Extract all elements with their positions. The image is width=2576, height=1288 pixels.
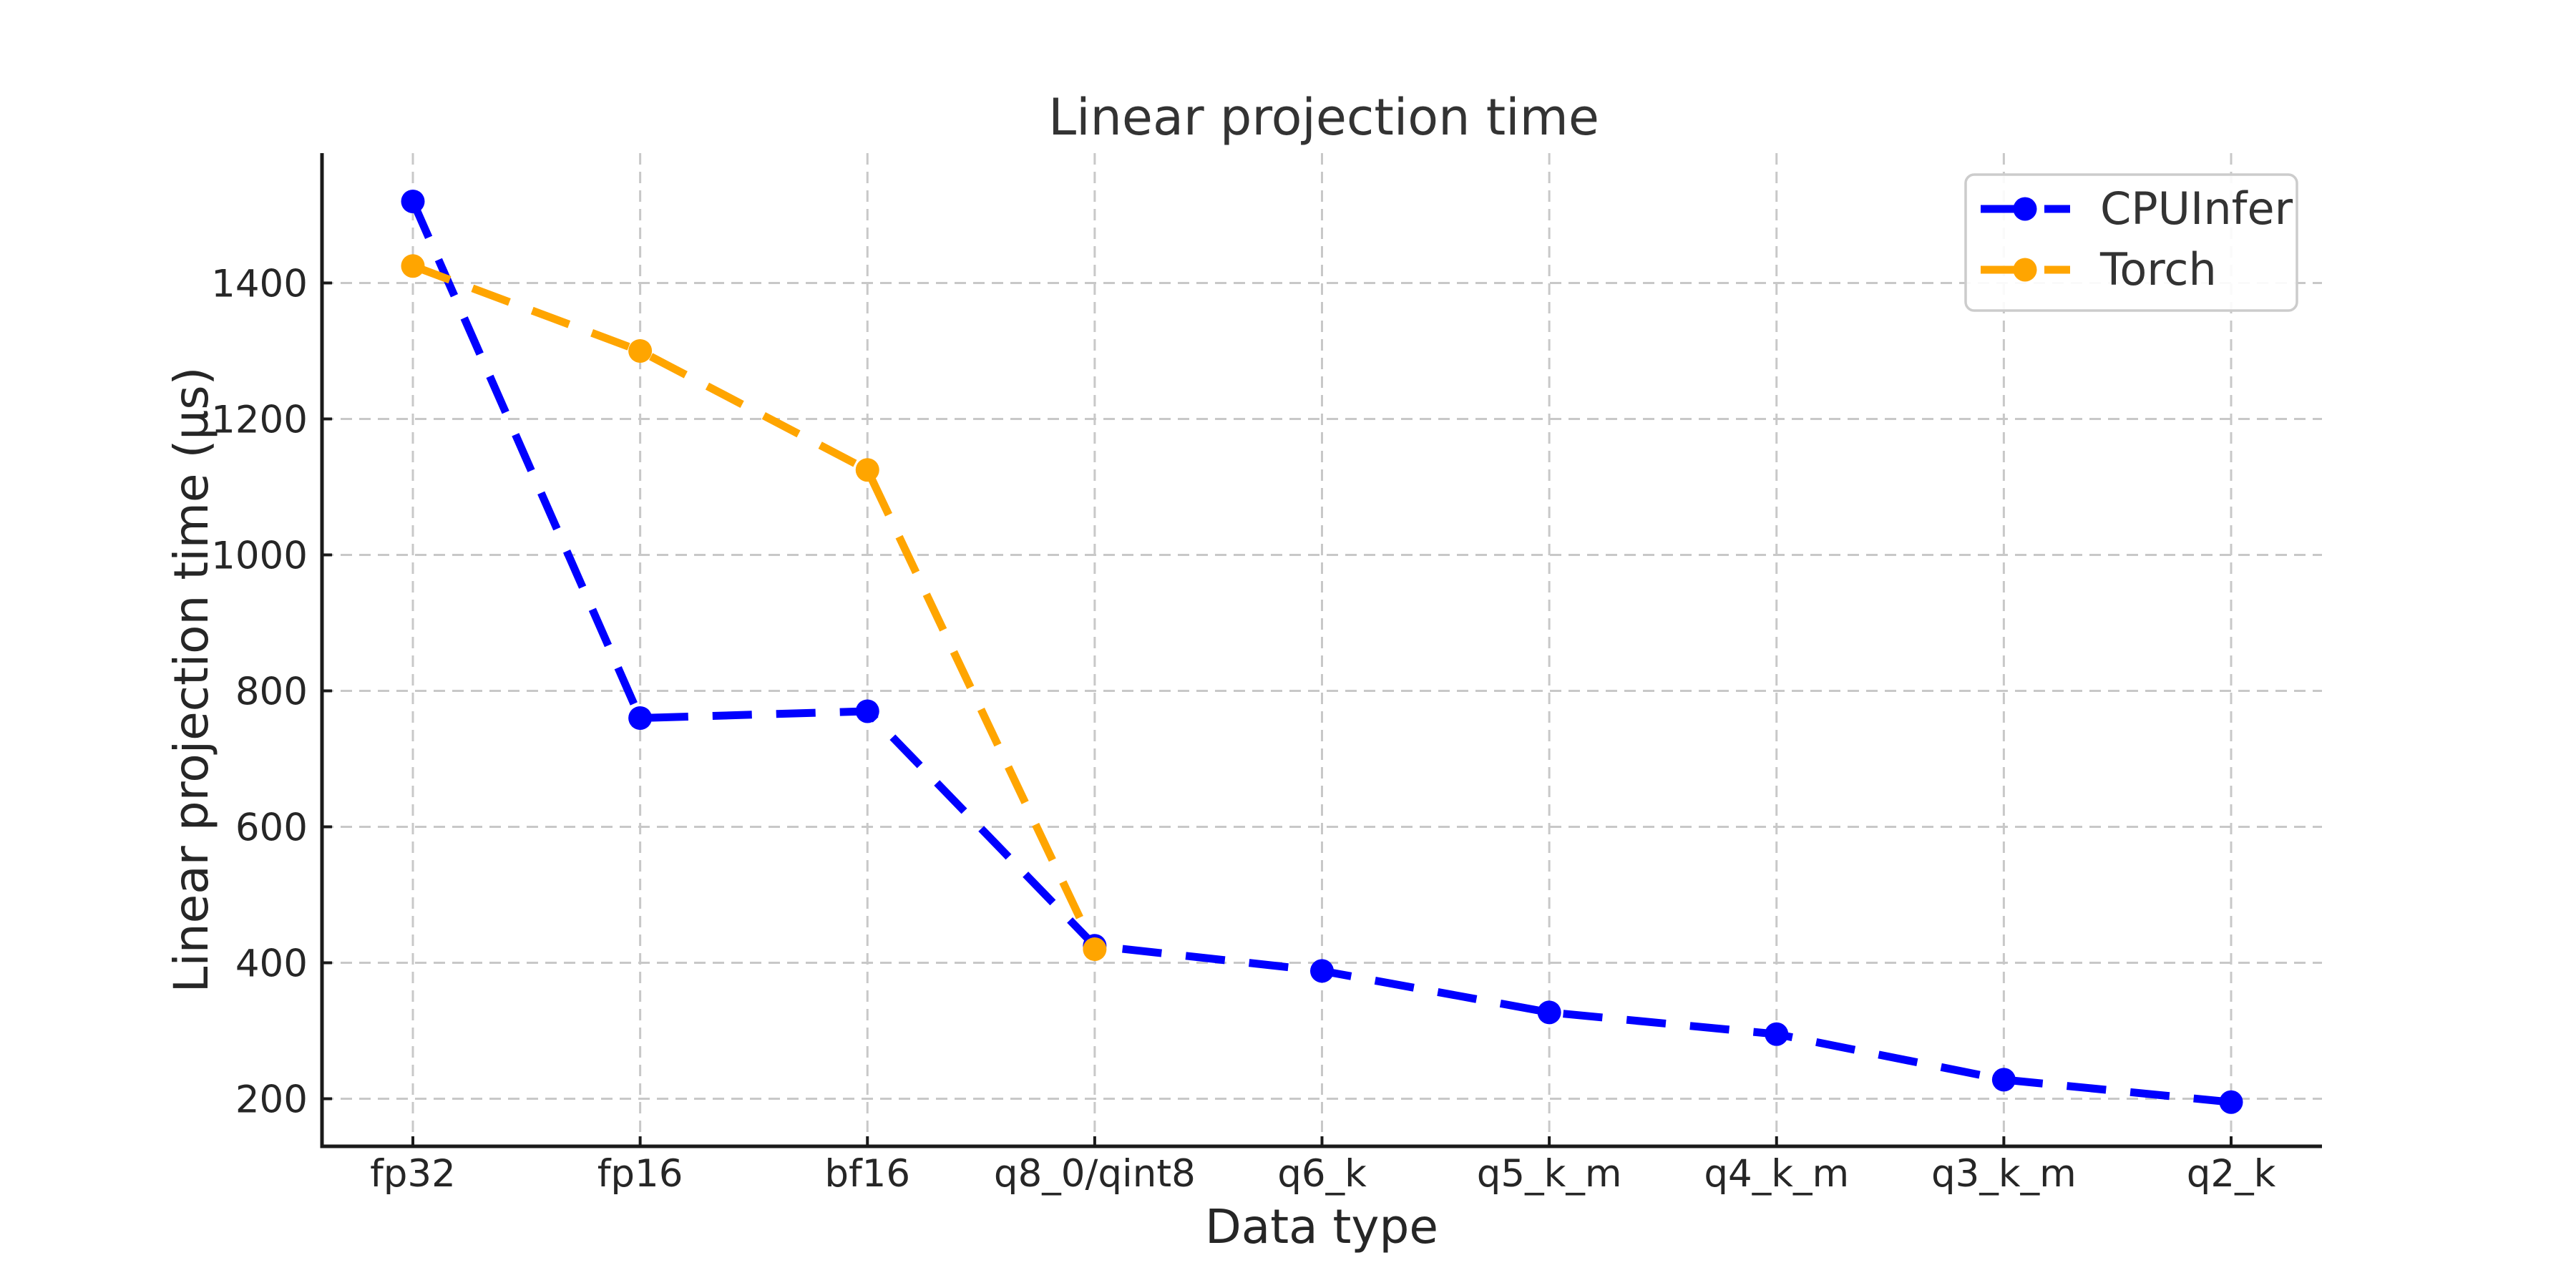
x-tick-label: q8_0/qint8: [994, 1152, 1196, 1196]
legend-entry-torch: Torch: [1981, 243, 2217, 296]
data-point-marker: [628, 706, 653, 730]
x-tick-label: q6_k: [1277, 1152, 1367, 1196]
x-tick-label: q4_k_m: [1704, 1152, 1849, 1196]
series-layer: [401, 189, 2243, 1114]
data-point-marker: [855, 699, 879, 723]
legend-label: CPUInfer: [2100, 182, 2293, 235]
x-tick-label: bf16: [824, 1152, 910, 1196]
legend-sample-marker: [2013, 258, 2037, 282]
data-point-marker: [1310, 959, 1334, 983]
y-tick-label: 200: [235, 1078, 308, 1121]
chart-title: Linear projection time: [1048, 88, 1599, 147]
x-tick-label: q5_k_m: [1477, 1152, 1622, 1196]
legend-entry-cpuinfer: CPUInfer: [1981, 182, 2293, 235]
legend-entries: CPUInfer Torch: [1981, 182, 2293, 296]
data-point-marker: [401, 189, 425, 213]
y-tick-label: 600: [235, 806, 308, 849]
data-point-marker: [1083, 937, 1107, 961]
legend-label: Torch: [2099, 243, 2217, 296]
data-point-marker: [1765, 1022, 1789, 1046]
legend-sample-marker: [2013, 197, 2037, 221]
x-tick-label: q3_k_m: [1931, 1152, 2077, 1196]
x-tick-label: fp16: [597, 1152, 683, 1196]
y-axis-label: Linear projection time (µs): [164, 367, 219, 993]
data-point-marker: [628, 338, 653, 363]
y-tick-label: 1200: [211, 398, 308, 441]
x-tick-label: fp32: [370, 1152, 456, 1196]
series-line: [411, 262, 1098, 951]
legend: CPUInfer Torch: [1964, 173, 2298, 312]
y-tick-label: 1000: [211, 534, 308, 577]
tick-label-layer: 200 400 600 800 1000 1200 1400 fp32 fp16 bf16 q8_0…: [211, 262, 2275, 1196]
y-tick-label: 800: [235, 670, 308, 713]
data-point-marker: [855, 458, 879, 482]
data-point-marker: [1537, 1000, 1561, 1025]
tick-layer: [322, 281, 2233, 1146]
y-tick-label: 1400: [211, 262, 308, 306]
y-tick-label: 400: [235, 942, 308, 985]
x-tick-label: q2_k: [2187, 1152, 2276, 1196]
data-point-marker: [401, 254, 425, 278]
data-point-marker: [1991, 1068, 2016, 1092]
x-axis-label: Data type: [1205, 1199, 1438, 1254]
series-torch: [401, 254, 1107, 961]
data-point-marker: [2219, 1090, 2243, 1114]
